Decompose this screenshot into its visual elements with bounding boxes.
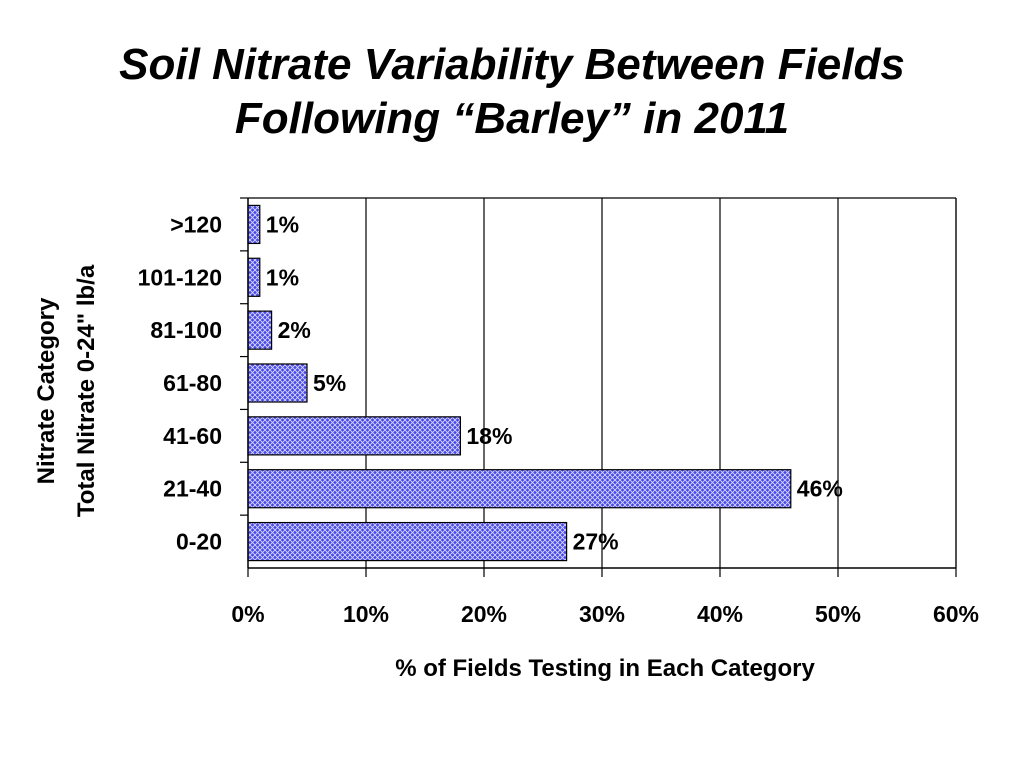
y-tick-label-101-120: 101-120 — [138, 264, 222, 290]
data-label-21-40: 46% — [797, 476, 843, 502]
data-label->120: 1% — [266, 211, 299, 237]
gridlines — [365, 198, 957, 568]
bar-81-100 — [247, 310, 273, 350]
x-tick-label-50: 50% — [815, 601, 861, 627]
x-axis-title: % of Fields Testing in Each Category — [395, 655, 815, 682]
chart-title-line-2: Following “Barley” in 2011 — [234, 94, 790, 143]
x-tick-label-20: 20% — [461, 601, 507, 627]
bar->120 — [247, 204, 261, 245]
data-label-61-80: 5% — [313, 370, 346, 396]
data-label-41-60: 18% — [466, 423, 512, 449]
y-axis-title-line-1: Nitrate Category — [33, 297, 60, 484]
data-label-81-100: 2% — [278, 317, 311, 343]
chart-title: Soil Nitrate Variability Between Fields … — [0, 38, 1024, 146]
bar-41-60 — [247, 416, 461, 456]
x-tick-label-30: 30% — [579, 601, 625, 627]
y-axis-title: Nitrate Category Total Nitrate 0-24" lb/a — [33, 264, 100, 517]
x-tick-label-60: 60% — [933, 601, 979, 627]
chart-title-line-1: Soil Nitrate Variability Between Fields — [119, 40, 905, 89]
data-label-0-20: 27% — [573, 529, 619, 555]
bar-0-20 — [247, 521, 568, 562]
y-tick-label-21-40: 21-40 — [163, 476, 222, 502]
y-axis-title-line-2: Total Nitrate 0-24" lb/a — [73, 264, 100, 517]
x-tick-label-40: 40% — [697, 601, 743, 627]
y-tick-label-61-80: 61-80 — [163, 370, 222, 396]
bar-61-80 — [247, 363, 308, 403]
y-tick-label-0-20: 0-20 — [176, 529, 222, 555]
y-tick-label->120: >120 — [170, 211, 222, 237]
bar-101-120 — [247, 257, 261, 297]
chart-text: 27% 0-20 46% 21-40 18% 41-60 5% 61-80 2% 81-100 1%… — [33, 211, 979, 682]
bar-21-40 — [247, 469, 792, 509]
x-tick-label-10: 10% — [343, 601, 389, 627]
y-tick-label-81-100: 81-100 — [150, 317, 222, 343]
x-tick-label-0: 0% — [231, 601, 264, 627]
axes — [240, 197, 957, 577]
bars — [247, 204, 792, 562]
y-tick-label-41-60: 41-60 — [163, 423, 222, 449]
data-label-101-120: 1% — [266, 264, 299, 290]
